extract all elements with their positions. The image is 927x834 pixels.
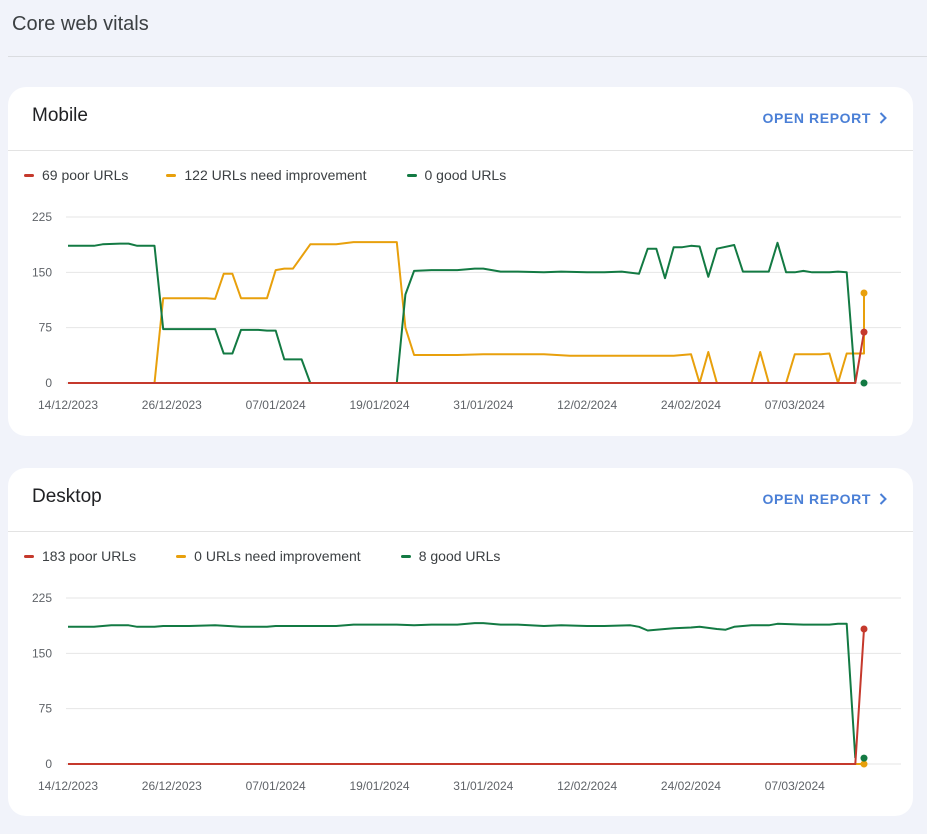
legend-needs-improvement-label: 122 URLs need improvement [184,167,367,183]
x-tick-label: 12/02/2024 [557,779,617,793]
legend-poor[interactable]: 69 poor URLs [24,167,128,183]
legend-good-label: 0 good URLs [424,167,507,183]
legend-good[interactable]: 8 good URLs [400,548,501,564]
y-tick-label: 75 [39,702,53,716]
legend-swatch-needs-improvement [176,554,187,558]
legend-good[interactable]: 0 good URLs [406,167,507,183]
x-tick-label: 12/02/2024 [557,398,617,412]
y-tick-label: 150 [32,265,52,279]
x-tick-label: 07/03/2024 [765,779,825,793]
y-tick-label: 0 [45,757,52,771]
chevron-right-icon [879,112,887,124]
series-end-point-needs-improvement [860,760,868,768]
legend-poor[interactable]: 183 poor URLs [24,548,136,564]
legend-swatch-poor [24,554,34,558]
x-tick-label: 26/12/2023 [142,779,202,793]
x-tick-label: 14/12/2023 [38,398,98,412]
desktop-card-title: Desktop [32,486,102,507]
mobile-legend: 69 poor URLs 122 URLs need improvement 0… [24,167,506,183]
desktop-open-report-button[interactable]: OPEN REPORT [762,491,887,507]
series-line-needs-improvement [68,241,865,384]
x-tick-label: 24/02/2024 [661,398,721,412]
mobile-chart: 0 75 150 225 14/12/2023 26/12/2023 07/01/2024 1… [32,210,901,412]
mobile-card-title: Mobile [32,105,88,126]
x-tick-label: 31/01/2024 [453,779,513,793]
series-end-point-poor [860,625,868,633]
x-tick-label: 31/01/2024 [453,398,513,412]
legend-swatch-needs-improvement [166,173,177,177]
desktop-chart: 0 75 150 225 14/12/2023 26/12/2023 07/01/2024 1… [32,591,901,793]
y-tick-label: 75 [39,321,53,335]
header-divider [8,56,927,57]
legend-swatch-poor [24,173,34,177]
chevron-right-icon [879,493,887,505]
legend-poor-label: 69 poor URLs [42,167,129,183]
mobile-open-report-button[interactable]: OPEN REPORT [762,110,887,126]
series-end-point-poor [860,328,868,336]
x-tick-label: 24/02/2024 [661,779,721,793]
series-line-poor [68,628,865,765]
open-report-label: OPEN REPORT [762,110,871,126]
x-tick-label: 07/01/2024 [246,779,306,793]
legend-needs-improvement[interactable]: 0 URLs need improvement [176,548,361,564]
y-tick-label: 0 [45,376,52,390]
x-tick-label: 19/01/2024 [349,779,409,793]
series-line-poor [68,331,865,384]
card-divider [8,531,913,532]
legend-poor-label: 183 poor URLs [42,548,137,564]
series-line-good [68,241,857,384]
series-line-good [68,622,857,759]
x-tick-label: 07/03/2024 [765,398,825,412]
legend-good-label: 8 good URLs [418,548,501,564]
page-title: Core web vitals [12,13,149,35]
series-end-point-needs-improvement [860,289,868,297]
card-divider [8,150,913,151]
y-tick-label: 225 [32,210,52,224]
series-end-point-good [860,754,868,762]
legend-needs-improvement[interactable]: 122 URLs need improvement [166,167,367,183]
series-end-point-good [860,379,868,387]
desktop-card: Desktop OPEN REPORT 183 poor URLs 0 URLs… [8,468,913,816]
x-tick-label: 07/01/2024 [246,398,306,412]
legend-swatch-good [400,554,411,558]
x-tick-label: 26/12/2023 [142,398,202,412]
open-report-label: OPEN REPORT [762,491,871,507]
y-tick-label: 225 [32,591,52,605]
mobile-card: Mobile OPEN REPORT 69 poor URLs 122 URLs… [8,87,913,436]
x-tick-label: 19/01/2024 [349,398,409,412]
legend-swatch-good [406,173,417,177]
legend-needs-improvement-label: 0 URLs need improvement [194,548,361,564]
desktop-legend: 183 poor URLs 0 URLs need improvement 8 … [24,548,500,564]
y-tick-label: 150 [32,646,52,660]
x-tick-label: 14/12/2023 [38,779,98,793]
